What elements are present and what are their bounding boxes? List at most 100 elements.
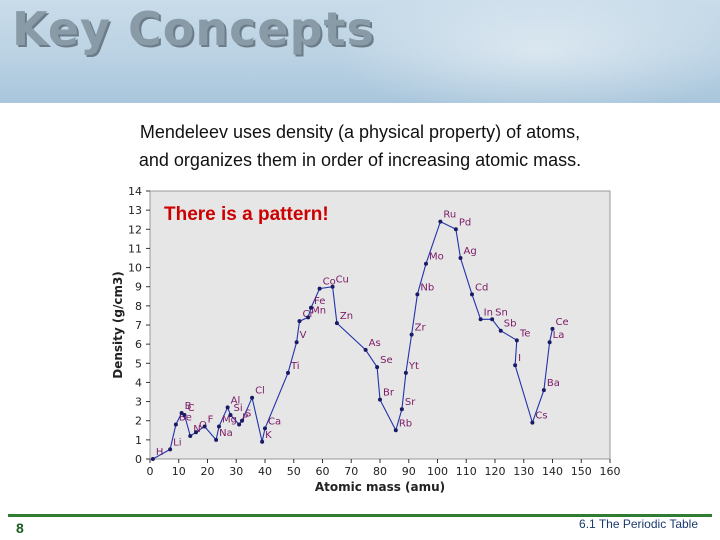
element-label-n: N xyxy=(193,424,200,435)
element-label-si: Si xyxy=(234,403,243,414)
data-point-i xyxy=(513,363,518,368)
element-label-cs: Cs xyxy=(535,411,547,422)
x-axis-label: Atomic mass (amu) xyxy=(315,480,445,494)
data-point-p xyxy=(237,422,242,427)
element-label-c: C xyxy=(188,403,195,414)
x-tick-label: 50 xyxy=(287,465,301,478)
data-point-be xyxy=(173,422,178,427)
element-label-s: S xyxy=(245,409,251,420)
data-point-si xyxy=(228,412,233,417)
data-point-o xyxy=(194,430,198,435)
data-point-na xyxy=(214,437,219,442)
page-title: Key Concepts xyxy=(12,2,375,56)
element-label-cu: Cu xyxy=(336,275,349,286)
element-label-na: Na xyxy=(219,428,233,439)
data-point-n xyxy=(188,434,193,439)
x-tick-label: 130 xyxy=(513,465,534,478)
data-point-k xyxy=(260,439,265,444)
x-tick-label: 160 xyxy=(600,465,621,478)
y-tick-label: 7 xyxy=(135,319,142,332)
element-label-f: F xyxy=(208,414,214,425)
data-point-te xyxy=(514,338,519,343)
y-tick-label: 2 xyxy=(135,415,142,428)
y-tick-label: 13 xyxy=(128,204,142,217)
element-label-fe: Fe xyxy=(314,296,325,307)
element-label-cr: Cr xyxy=(303,309,315,320)
data-point-li xyxy=(168,447,173,452)
x-tick-label: 20 xyxy=(201,465,215,478)
y-tick-label: 11 xyxy=(128,242,142,255)
x-tick-label: 90 xyxy=(402,465,416,478)
x-tick-label: 40 xyxy=(258,465,272,478)
element-label-nb: Nb xyxy=(420,282,434,293)
banner-highlight xyxy=(330,0,720,103)
x-tick-label: 30 xyxy=(229,465,243,478)
data-point-yt xyxy=(403,370,408,375)
element-label-ca: Ca xyxy=(268,416,281,427)
data-point-b xyxy=(179,411,184,416)
data-point-la xyxy=(547,340,552,345)
data-point-co xyxy=(317,286,322,291)
data-point-se xyxy=(375,365,380,370)
footer-divider xyxy=(8,514,712,517)
x-tick-label: 0 xyxy=(147,465,154,478)
plot-area xyxy=(149,190,611,460)
data-point-ag xyxy=(458,256,463,260)
y-axis-label: Density (g/cm3) xyxy=(112,271,125,379)
data-point-mo xyxy=(424,261,428,266)
element-label-mo: Mo xyxy=(429,252,444,263)
pattern-callout: There is a pattern! xyxy=(164,204,329,225)
y-tick-label: 1 xyxy=(135,434,142,447)
element-label-sb: Sb xyxy=(504,319,517,330)
element-label-la: La xyxy=(553,330,565,341)
element-label-yt: Yt xyxy=(408,361,419,372)
data-point-c xyxy=(182,412,187,417)
y-tick-label: 0 xyxy=(135,453,142,466)
y-tick-label: 12 xyxy=(128,223,142,236)
footer-section: 6.1 The Periodic Table xyxy=(579,517,698,531)
y-tick-label: 10 xyxy=(128,262,142,275)
header-banner: Key Concepts xyxy=(0,0,720,103)
data-point-cs xyxy=(530,420,535,425)
element-label-sr: Sr xyxy=(405,397,416,408)
x-tick-label: 120 xyxy=(485,465,506,478)
element-label-rb: Rb xyxy=(399,418,412,429)
data-point-zr xyxy=(409,332,414,337)
y-tick-label: 5 xyxy=(135,357,142,370)
intro-text: Mendeleev uses density (a physical prope… xyxy=(100,118,620,174)
element-label-ce: Ce xyxy=(556,317,569,328)
element-label-h: H xyxy=(156,447,164,458)
x-tick-label: 110 xyxy=(456,465,477,478)
y-tick-label: 14 xyxy=(128,185,142,198)
element-label-br: Br xyxy=(383,388,395,399)
intro-line-1: Mendeleev uses density (a physical prope… xyxy=(139,122,581,142)
element-label-as: As xyxy=(369,338,381,349)
data-point-mg xyxy=(217,424,221,429)
data-point-pd xyxy=(453,227,458,232)
element-label-ru: Ru xyxy=(443,210,456,221)
x-tick-label: 80 xyxy=(373,465,387,478)
slide-number: 8 xyxy=(16,520,24,536)
data-point-in xyxy=(478,317,483,322)
x-tick-label: 70 xyxy=(344,465,358,478)
element-label-cd: Cd xyxy=(475,282,488,293)
data-point-as xyxy=(363,347,368,352)
element-label-li: Li xyxy=(173,437,181,448)
data-point-al xyxy=(225,405,230,410)
element-label-zr: Zr xyxy=(415,323,427,334)
element-label-ag: Ag xyxy=(464,246,477,257)
element-label-se: Se xyxy=(380,355,393,366)
x-tick-label: 100 xyxy=(427,465,448,478)
data-point-fe xyxy=(309,305,313,310)
data-point-h xyxy=(150,457,155,461)
element-label-pd: Pd xyxy=(459,217,471,228)
data-point-cr xyxy=(297,319,302,324)
element-label-in: In xyxy=(484,307,493,318)
data-point-rb xyxy=(393,428,398,433)
data-point-v xyxy=(294,340,299,345)
y-tick-label: 9 xyxy=(135,281,142,294)
element-label-zn: Zn xyxy=(340,311,353,322)
density-chart: 0 10 20 30 40 50 60 70 80 90 100 110 120 130 140 150 160… xyxy=(112,185,621,494)
data-point-ba xyxy=(541,388,546,393)
element-label-v: V xyxy=(300,330,307,341)
